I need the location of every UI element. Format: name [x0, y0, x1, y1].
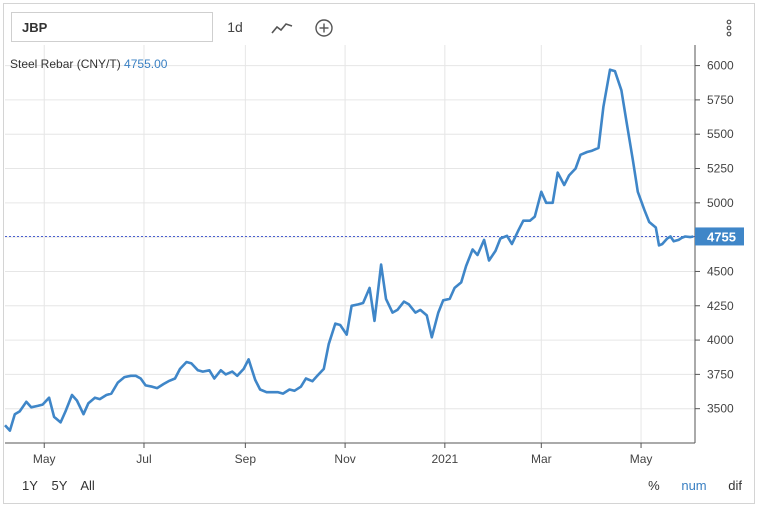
range-1y-button[interactable]: 1Y [22, 478, 38, 493]
last-price: 4755.00 [124, 57, 168, 71]
x-tick-label: Nov [334, 452, 355, 466]
x-tick-label: 2021 [431, 452, 458, 466]
vertical-dots-icon[interactable] [718, 12, 740, 42]
range-all-button[interactable]: All [80, 478, 95, 493]
range-5y-button[interactable]: 5Y [51, 478, 68, 493]
y-tick-label: 5500 [707, 127, 734, 141]
range-selector: 1Y 5Y All [22, 478, 105, 493]
interval-selector[interactable]: 1d [227, 19, 243, 35]
chart-title: Steel Rebar (CNY/T) 4755.00 [10, 57, 167, 71]
mode-num-button[interactable]: num [681, 478, 707, 493]
y-tick-label: 5000 [707, 196, 734, 210]
price-series-line [4, 68, 694, 432]
mode-percent-button[interactable]: % [648, 478, 660, 493]
y-tick-label: 6000 [707, 59, 734, 73]
y-tick-label: 4000 [707, 333, 734, 347]
y-tick-label: 4250 [707, 299, 734, 313]
line-chart-icon[interactable] [266, 12, 298, 42]
y-tick-label: 4500 [707, 264, 734, 278]
y-tick-label: 5250 [707, 162, 734, 176]
y-tick-label: 5750 [707, 93, 734, 107]
x-tick-label: May [630, 452, 653, 466]
last-price-badge-label: 4755 [707, 229, 736, 244]
x-tick-label: Mar [531, 452, 552, 466]
x-tick-label: Sep [235, 452, 257, 466]
series-name: Steel Rebar (CNY/T) [10, 57, 121, 71]
mode-dif-button[interactable]: dif [728, 478, 742, 493]
x-tick-label: May [33, 452, 56, 466]
symbol-input[interactable] [11, 12, 213, 42]
x-tick-label: Jul [136, 452, 151, 466]
chart-toolbar: 1d [4, 4, 756, 44]
plus-circle-icon[interactable] [310, 12, 338, 42]
y-tick-label: 3500 [707, 402, 734, 416]
last-price-badge [695, 227, 744, 246]
y-tick-label: 3750 [707, 367, 734, 381]
chart-widget: 1d [3, 3, 755, 504]
mode-selector: % num dif [630, 478, 742, 493]
